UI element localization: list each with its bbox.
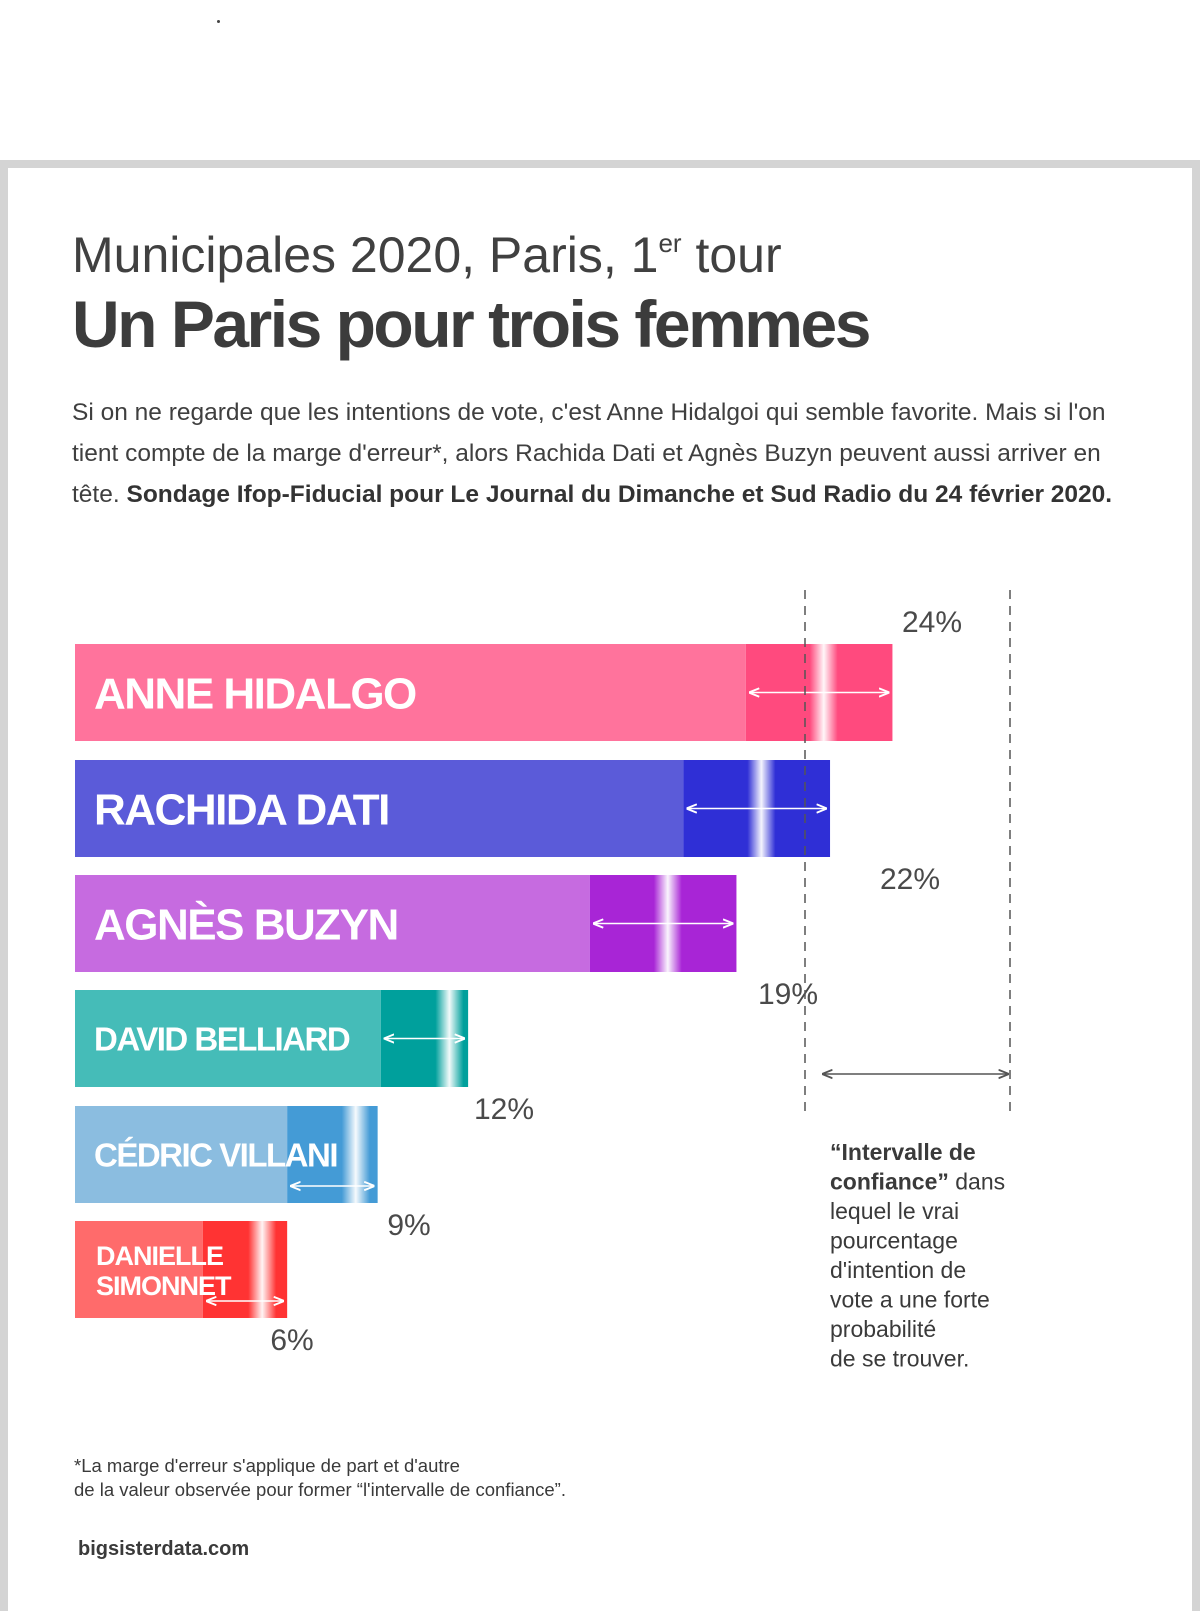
kicker-text: Municipales 2020, Paris, 1 — [72, 227, 659, 283]
value-marker-5 — [248, 1221, 277, 1318]
intro-text: Si on ne regarde que les intentions de v… — [72, 399, 1106, 508]
value-label-3: 12% — [474, 1093, 534, 1126]
category-label-1: RACHIDA DATI — [94, 785, 389, 834]
value-label-1: 22% — [880, 863, 940, 896]
bar-5 — [75, 1221, 203, 1318]
kicker-tail: tour — [681, 227, 782, 283]
value-label-4: 9% — [387, 1209, 430, 1242]
value-marker-4 — [341, 1106, 370, 1203]
footnote-line-2: de la valeur observée pour former “l'int… — [74, 1479, 566, 1500]
category-label-5: DANIELLE SIMONNET — [96, 1241, 232, 1301]
value-label-2: 19% — [758, 978, 818, 1011]
decorative-dot — [217, 20, 220, 23]
kicker-superscript: er — [658, 228, 682, 258]
category-label-3: DAVID BELLIARD — [94, 1020, 350, 1057]
interval-legend-note: “Intervalle de confiance” dans lequel le v… — [830, 1139, 1005, 1372]
intro-source: Sondage Ifop-Fiducial pour Le Journal du… — [126, 481, 1113, 508]
chart-title: Un Paris pour trois femmes — [72, 287, 871, 361]
category-label-2: AGNÈS BUZYN — [94, 899, 398, 949]
intro-paragraph: Si on ne regarde que les intentions de v… — [72, 392, 1132, 515]
bar-2 — [75, 875, 590, 972]
footnote-line-1: *La marge d'erreur s'applique de part et… — [74, 1455, 460, 1476]
bar-3 — [75, 990, 381, 1087]
chart-kicker: Municipales 2020, Paris, 1er tour — [72, 226, 782, 292]
source-credit: bigsisterdata.com — [78, 1538, 250, 1560]
bar-4 — [75, 1106, 288, 1203]
footnote: *La marge d'erreur s'applique de part et… — [74, 1454, 774, 1502]
value-label-5: 6% — [270, 1324, 313, 1357]
bar-1 — [75, 760, 684, 857]
bar-0 — [75, 644, 746, 741]
category-label-4: CÉDRIC VILLANI — [94, 1136, 337, 1173]
category-label-0: ANNE HIDALGO — [94, 669, 416, 718]
value-label-0: 24% — [902, 606, 962, 639]
